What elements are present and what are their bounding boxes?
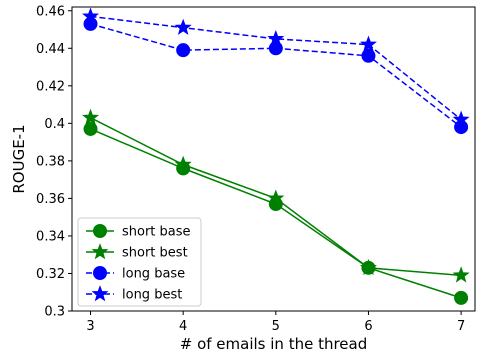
legend-marker [91, 243, 109, 260]
legend-item-short-base: short base [86, 224, 191, 240]
data-point-short-base [454, 290, 469, 305]
x-tick-label: 6 [364, 319, 372, 334]
y-tick-label: 0.32 [36, 267, 65, 282]
y-tick-label: 0.38 [36, 154, 65, 169]
legend-item-long-best: long best [86, 285, 182, 303]
series-long-base [83, 16, 469, 135]
legend-marker [93, 266, 107, 280]
y-tick-label: 0.4 [44, 117, 65, 132]
series-short-best [82, 108, 470, 283]
y-tick-label: 0.36 [36, 192, 65, 207]
series-long-best [82, 7, 470, 127]
data-point-short-base [83, 121, 98, 136]
plot-frame [71, 6, 476, 312]
series-line-long-best [90, 15, 462, 121]
data-point-short-best [267, 189, 285, 206]
x-axis-label: # of emails in the thread [180, 335, 368, 352]
legend-marker [93, 224, 107, 238]
x-axis: 3 4 5 6 7 [86, 311, 465, 334]
data-point-long-base [361, 48, 376, 63]
legend-item-short-best: short best [86, 243, 188, 261]
y-axis-label: ROUGE-1 [10, 124, 28, 193]
legend-label: short best [122, 246, 188, 261]
series-line-long-base [90, 23, 462, 128]
legend-label: long base [122, 267, 185, 282]
data-point-long-base [176, 43, 191, 58]
data-point-long-best [267, 29, 285, 47]
data-point-long-best [359, 35, 377, 52]
series-group [82, 7, 470, 305]
legend-item-long-base: long base [86, 266, 185, 282]
legend: short base short best long base long best [77, 217, 202, 307]
data-point-short-best [174, 155, 192, 172]
x-tick-label: 5 [272, 319, 280, 334]
x-tick-label: 7 [457, 319, 465, 334]
y-tick-label: 0.46 [36, 4, 65, 19]
data-point-short-best [82, 108, 100, 125]
legend-marker [91, 285, 109, 302]
y-axis: 0.3 0.32 0.34 0.36 0.38 0.4 0.42 0.44 0.46 [36, 4, 72, 320]
y-tick-label: 0.3 [44, 305, 65, 320]
data-point-short-best [452, 266, 470, 283]
legend-label: short base [122, 225, 191, 240]
data-point-short-best [359, 258, 377, 276]
data-point-long-best [174, 18, 192, 35]
y-tick-label: 0.42 [36, 79, 65, 94]
data-point-long-best [452, 110, 470, 127]
data-point-long-best [82, 7, 100, 24]
x-tick-label: 3 [86, 319, 94, 334]
legend-box [77, 217, 202, 307]
x-tick-label: 4 [179, 319, 187, 334]
y-tick-label: 0.34 [36, 229, 65, 244]
legend-label: long best [122, 288, 182, 303]
y-tick-label: 0.44 [36, 42, 65, 57]
